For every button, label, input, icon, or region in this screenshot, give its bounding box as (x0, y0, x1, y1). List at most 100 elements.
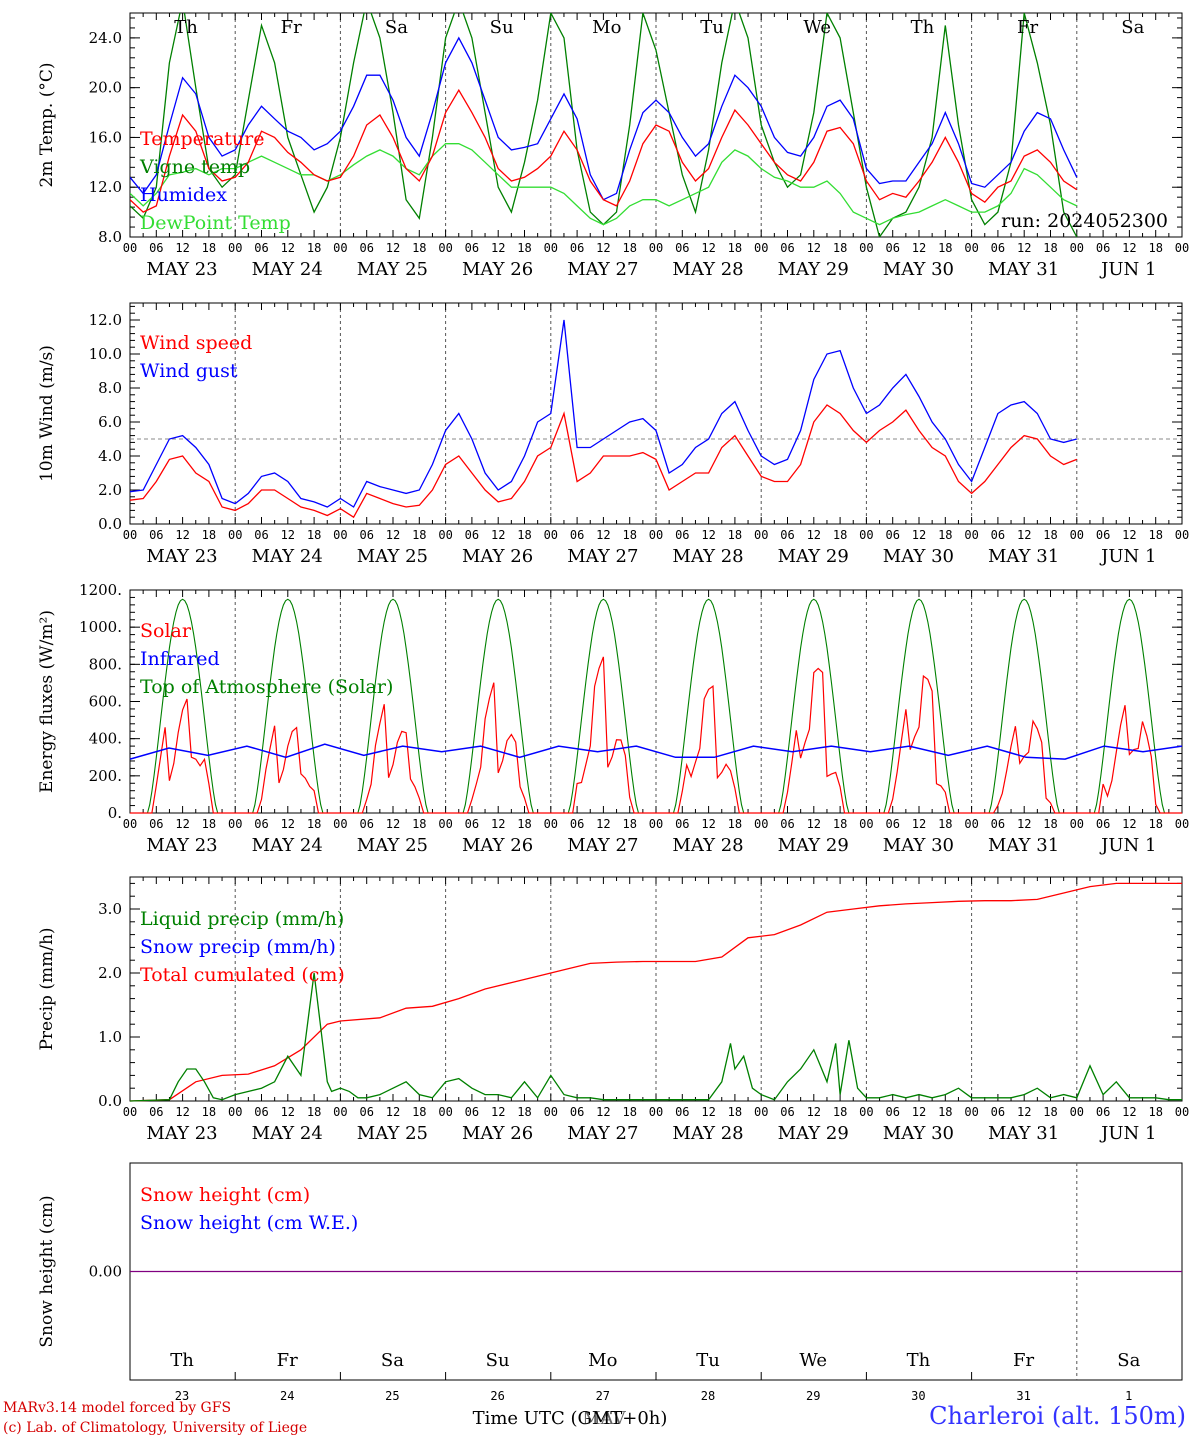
day-name: Th (174, 17, 198, 38)
date-label: MAY 29 (778, 259, 849, 280)
day-name: Sa (385, 17, 408, 38)
hour-tick-label: 12 (1122, 817, 1136, 831)
y-axis-label: Precip (mm/h) (37, 927, 57, 1050)
hour-tick-label: 00 (438, 817, 452, 831)
hour-tick-label: 06 (885, 528, 899, 542)
date-label: MAY 23 (146, 259, 217, 280)
legend-entry: Total cumulated (cm) (140, 964, 345, 986)
hour-tick-label: 18 (307, 241, 321, 255)
y-tick-label: 0.0 (98, 515, 122, 533)
hour-tick-label: 00 (859, 528, 873, 542)
hour-tick-label: 00 (1175, 528, 1189, 542)
date-label: MAY 25 (357, 546, 428, 567)
date-label: JUN 1 (1099, 546, 1156, 567)
day-name: Th (907, 1350, 931, 1371)
day-number: 29 (806, 1389, 820, 1403)
hour-tick-label: 18 (728, 817, 742, 831)
hour-tick-label: 12 (386, 1105, 400, 1119)
hour-tick-label: 18 (728, 1105, 742, 1119)
day-name: Th (911, 17, 935, 38)
day-number: 28 (701, 1389, 715, 1403)
y-tick-label: 1.0 (98, 1028, 122, 1046)
hour-tick-label: 06 (780, 241, 794, 255)
day-number: 30 (911, 1389, 925, 1403)
hour-tick-label: 18 (1043, 817, 1057, 831)
hour-tick-label: 00 (1070, 817, 1084, 831)
day-name: We (803, 17, 831, 38)
date-label: MAY 27 (567, 546, 638, 567)
date-label: MAY 23 (146, 546, 217, 567)
y-tick-label: 400. (89, 730, 122, 748)
y-tick-label: 16.0 (89, 128, 122, 146)
hour-tick-label: 12 (491, 1105, 505, 1119)
hour-tick-label: 00 (964, 528, 978, 542)
hour-tick-label: 06 (465, 528, 479, 542)
hour-tick-label: 06 (991, 1105, 1005, 1119)
hour-tick-label: 00 (228, 241, 242, 255)
hour-tick-label: 18 (833, 817, 847, 831)
day-number: 26 (490, 1389, 504, 1403)
hour-tick-label: 18 (307, 817, 321, 831)
hour-tick-label: 12 (701, 1105, 715, 1119)
hour-tick-label: 06 (254, 817, 268, 831)
hour-tick-label: 12 (912, 1105, 926, 1119)
hour-tick-label: 12 (807, 1105, 821, 1119)
hour-tick-label: 12 (1017, 817, 1031, 831)
hour-tick-label: 12 (596, 241, 610, 255)
hour-tick-label: 12 (386, 241, 400, 255)
hour-tick-label: 18 (412, 241, 426, 255)
hour-tick-label: 12 (1122, 241, 1136, 255)
hour-tick-label: 18 (202, 817, 216, 831)
y-tick-label: 12.0 (89, 311, 122, 329)
date-label: JUN 1 (1099, 835, 1156, 856)
hour-tick-label: 12 (1017, 241, 1031, 255)
legend-entry: Snow height (cm W.E.) (140, 1212, 358, 1234)
y-tick-label: 8.0 (98, 379, 122, 397)
day-name: Fr (1017, 17, 1038, 38)
y-axis-label: 2m Temp. (°C) (37, 62, 57, 187)
hour-tick-label: 12 (281, 528, 295, 542)
legend-entry: Humidex (140, 184, 227, 206)
hour-tick-label: 18 (1043, 241, 1057, 255)
hour-tick-label: 12 (1017, 1105, 1031, 1119)
hour-tick-label: 00 (754, 528, 768, 542)
hour-tick-label: 12 (386, 528, 400, 542)
hour-tick-label: 12 (175, 1105, 189, 1119)
hour-tick-label: 00 (333, 241, 347, 255)
hour-tick-label: 18 (1043, 528, 1057, 542)
hour-tick-label: 12 (281, 817, 295, 831)
hour-tick-label: 12 (175, 241, 189, 255)
hour-tick-label: 06 (465, 241, 479, 255)
hour-tick-label: 00 (438, 528, 452, 542)
date-label: MAY 24 (252, 546, 323, 567)
date-label: MAY 31 (988, 835, 1059, 856)
hour-tick-label: 06 (780, 817, 794, 831)
hour-tick-label: 12 (701, 241, 715, 255)
date-label: MAY 25 (357, 1123, 428, 1144)
legend-entry: Top of Atmosphere (Solar) (140, 676, 393, 698)
hour-tick-label: 06 (885, 817, 899, 831)
date-label: MAY 26 (462, 546, 533, 567)
day-name: Sa (1121, 17, 1144, 38)
hour-tick-label: 18 (1148, 528, 1162, 542)
hour-tick-label: 12 (596, 528, 610, 542)
panel-frame (129, 589, 1183, 814)
hour-tick-label: 12 (491, 817, 505, 831)
hour-tick-label: 18 (202, 1105, 216, 1119)
date-label: MAY 28 (672, 1123, 743, 1144)
hour-tick-label: 00 (333, 817, 347, 831)
hour-tick-label: 12 (807, 528, 821, 542)
hour-tick-label: 18 (938, 241, 952, 255)
hour-tick-label: 06 (149, 1105, 163, 1119)
date-label: MAY 30 (883, 546, 954, 567)
date-label: MAY 26 (462, 835, 533, 856)
date-label: MAY 31 (988, 259, 1059, 280)
hour-tick-label: 18 (307, 528, 321, 542)
legend-entry: Liquid precip (mm/h) (140, 908, 344, 930)
date-label: MAY 23 (146, 1123, 217, 1144)
hour-tick-label: 00 (123, 817, 137, 831)
hour-tick-label: 00 (859, 241, 873, 255)
hour-tick-label: 12 (912, 817, 926, 831)
y-tick-label: 0. (108, 804, 122, 822)
y-tick-label: 600. (89, 693, 122, 711)
